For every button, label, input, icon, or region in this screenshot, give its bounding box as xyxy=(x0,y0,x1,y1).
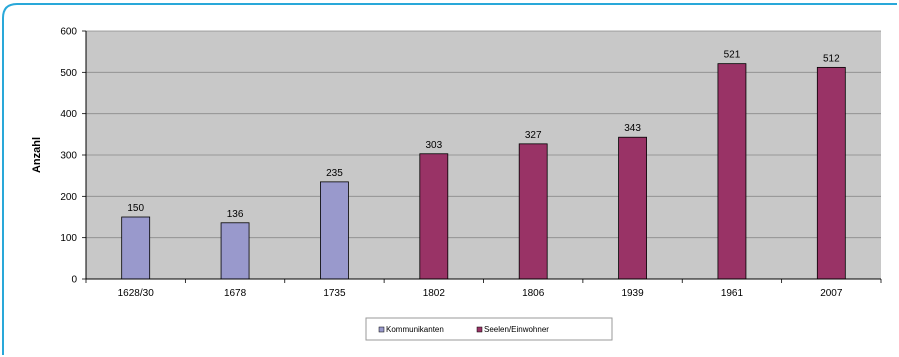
bar-seelen-einwohner xyxy=(816,66,846,280)
gridlines xyxy=(86,30,881,239)
x-axis-ticks: 1628/30 1678 1735 1802 1806 1939 1961 2007 xyxy=(85,279,882,299)
data-label: 150 xyxy=(127,203,144,214)
legend-swatch-seelen-einwohner xyxy=(476,326,483,333)
data-label: 521 xyxy=(724,50,741,61)
legend-swatch-kommunikanten xyxy=(378,326,385,333)
bars xyxy=(121,63,846,280)
bar-seelen-einwohner xyxy=(717,63,747,280)
x-tick-label: 2007 xyxy=(820,288,843,299)
data-label: 327 xyxy=(525,130,542,141)
legend-label-seelen-einwohner: Seelen/Einwohner xyxy=(484,325,549,334)
x-tick-label: 1806 xyxy=(522,288,545,299)
y-tick-label: 300 xyxy=(60,151,77,162)
frame-border xyxy=(2,3,897,355)
y-axis-ticks: 0 100 200 300 400 500 600 xyxy=(60,27,86,286)
bar-kommunikanten xyxy=(320,181,349,280)
legend: Kommunikanten Seelen/Einwohner xyxy=(365,317,613,341)
legend-box xyxy=(365,317,613,341)
y-tick-label: 500 xyxy=(60,68,77,79)
x-tick-label: 1961 xyxy=(721,288,744,299)
data-label: 235 xyxy=(326,168,343,179)
legend-label-kommunikanten: Kommunikanten xyxy=(386,325,444,334)
x-tick-label: 1678 xyxy=(224,288,247,299)
x-tick-label: 1939 xyxy=(621,288,644,299)
x-tick-label: 1802 xyxy=(423,288,446,299)
y-axis-label: Anzahl xyxy=(31,137,43,173)
y-tick-label: 200 xyxy=(60,192,77,203)
y-tick-label: 0 xyxy=(71,275,77,286)
x-tick-label: 1628/30 xyxy=(118,288,155,299)
y-tick-label: 100 xyxy=(60,233,77,244)
bar-seelen-einwohner xyxy=(618,136,647,280)
bar-seelen-einwohner xyxy=(419,153,449,280)
bar-kommunikanten xyxy=(121,216,151,280)
data-label: 512 xyxy=(823,53,840,64)
x-tick-label: 1735 xyxy=(323,288,346,299)
bar-kommunikanten xyxy=(220,222,250,280)
y-tick-label: 400 xyxy=(60,109,77,120)
data-label: 343 xyxy=(624,123,641,134)
data-label: 303 xyxy=(425,140,442,151)
bar-seelen-einwohner xyxy=(518,143,548,280)
data-labels: 150 136 235 303 327 343 521 512 xyxy=(127,50,840,220)
y-tick-label: 600 xyxy=(60,27,77,38)
data-label: 136 xyxy=(227,209,244,220)
